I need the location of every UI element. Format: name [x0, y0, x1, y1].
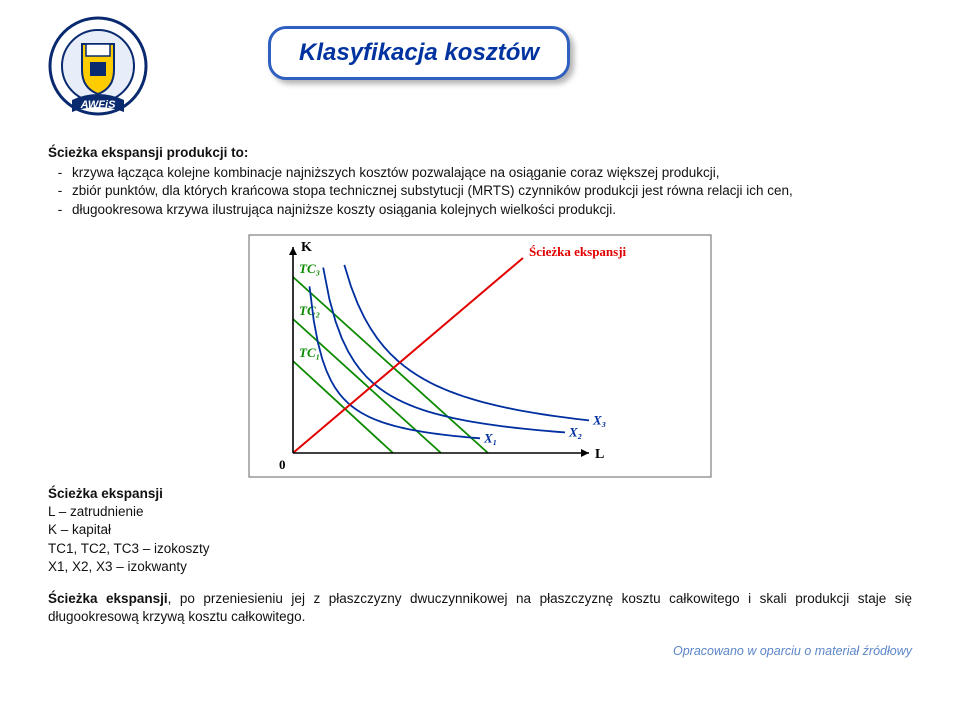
bullet-dash: -: [48, 164, 72, 182]
bullet-item: -długookresowa krzywa ilustrująca najniż…: [48, 201, 912, 219]
svg-text:TC₃: TC₃: [299, 261, 320, 276]
legend-line: TC1, TC2, TC3 – izokoszty: [48, 540, 912, 558]
legend-head: Ścieżka ekspansji: [48, 485, 912, 503]
bullet-dash: -: [48, 182, 72, 200]
logo-svg: AWFiS: [42, 14, 154, 126]
header: AWFiS Klasyfikacja kosztów: [48, 18, 912, 126]
bullet-text: długookresowa krzywa ilustrująca najniżs…: [72, 201, 912, 219]
slide-title: Klasyfikacja kosztów: [299, 39, 539, 66]
logo: AWFiS: [42, 14, 154, 131]
slide-page: AWFiS Klasyfikacja kosztów Ścieżka ekspa…: [0, 0, 960, 718]
footer-rest: , po przeniesieniu jej z płaszczyzny dwu…: [48, 591, 912, 624]
paragraph-head: Ścieżka ekspansji produkcji to:: [48, 144, 912, 162]
bullet-text: zbiór punktów, dla których krańcowa stop…: [72, 182, 912, 200]
footer-lead: Ścieżka ekspansji: [48, 591, 168, 606]
expansion-path-chart: TC₁ TC₂ TC₃ X₁ X₂ X₃ Ścieżka ekspansji K L 0: [247, 233, 713, 479]
legend-line: K – kapitał: [48, 521, 912, 539]
svg-text:0: 0: [279, 457, 286, 472]
svg-text:L: L: [595, 447, 604, 462]
svg-text:X₁: X₁: [483, 430, 497, 445]
bullet-item: -zbiór punktów, dla których krańcowa sto…: [48, 182, 912, 200]
footer-paragraph: Ścieżka ekspansji, po przeniesieniu jej …: [48, 590, 912, 626]
svg-text:X₃: X₃: [592, 412, 606, 427]
main-paragraph: Ścieżka ekspansji produkcji to: -krzywa …: [48, 144, 912, 219]
svg-text:K: K: [301, 240, 312, 255]
legend: Ścieżka ekspansji L – zatrudnienieK – ka…: [48, 485, 912, 576]
source-line: Opracowano w oparciu o materiał źródłowy: [48, 644, 912, 658]
svg-text:Ścieżka ekspansji: Ścieżka ekspansji: [529, 244, 627, 259]
title-box: Klasyfikacja kosztów: [268, 26, 570, 80]
bullet-item: -krzywa łącząca kolejne kombinacje najni…: [48, 164, 912, 182]
bullet-text: krzywa łącząca kolejne kombinacje najniż…: [72, 164, 912, 182]
logo-banner-text: AWFiS: [80, 99, 116, 111]
svg-text:X₂: X₂: [568, 424, 582, 439]
svg-text:TC₂: TC₂: [299, 303, 320, 318]
svg-text:TC₁: TC₁: [299, 345, 320, 360]
legend-line: X1, X2, X3 – izokwanty: [48, 558, 912, 576]
bullet-dash: -: [48, 201, 72, 219]
chart-container: TC₁ TC₂ TC₃ X₁ X₂ X₃ Ścieżka ekspansji K L 0: [48, 233, 912, 479]
legend-line: L – zatrudnienie: [48, 503, 912, 521]
